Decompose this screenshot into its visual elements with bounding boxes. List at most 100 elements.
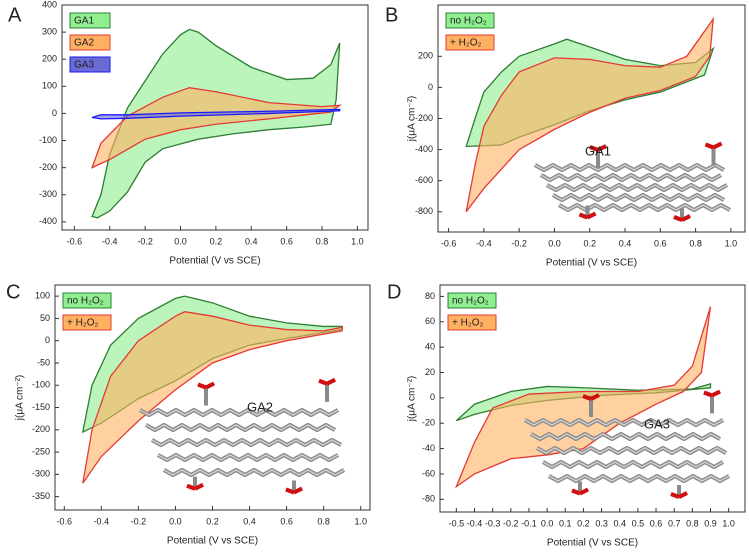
molecule-bond bbox=[590, 393, 600, 401]
y-tick-label: -60 bbox=[422, 468, 435, 478]
molecule-bond bbox=[571, 488, 581, 496]
x-tick-label: -0.6 bbox=[57, 516, 73, 526]
legend-swatch bbox=[69, 12, 111, 29]
legend-swatch bbox=[445, 12, 495, 29]
legend-label: GA3 bbox=[74, 60, 94, 71]
y-tick-label: 100 bbox=[42, 81, 57, 91]
y-tick-label: 40 bbox=[425, 342, 435, 352]
molecule-bond bbox=[157, 454, 339, 461]
molecule-bond bbox=[712, 141, 723, 150]
x-tick-label: 0.4 bbox=[245, 236, 258, 246]
y-axis-label: j(μA cm⁻²) bbox=[407, 96, 418, 142]
molecule-bond bbox=[681, 214, 691, 222]
molecule-bond bbox=[578, 212, 589, 220]
x-tick-label: 0.0 bbox=[174, 236, 187, 246]
legend-swatch bbox=[447, 314, 497, 331]
x-tick-label: 0.2 bbox=[577, 518, 590, 528]
molecule-bond bbox=[285, 487, 295, 495]
legend-swatch bbox=[69, 34, 111, 51]
legend-swatch bbox=[445, 34, 495, 51]
x-axis-label: Potential (V vs SCE) bbox=[167, 536, 258, 547]
x-tick-label: -0.3 bbox=[485, 518, 501, 528]
legend-label: + H₂O₂ bbox=[67, 318, 99, 329]
y-tick-label: 0 bbox=[52, 108, 57, 118]
molecule-bond bbox=[186, 483, 196, 491]
y-tick-label: -800 bbox=[415, 206, 433, 216]
x-tick-label: 0.2 bbox=[206, 516, 219, 526]
molecule-bond bbox=[540, 174, 722, 181]
x-tick-label: -0.2 bbox=[511, 238, 527, 248]
x-tick-label: -0.4 bbox=[476, 238, 492, 248]
panel-label: D bbox=[387, 281, 401, 303]
molecule-bond bbox=[205, 381, 215, 390]
x-tick-label: 0.4 bbox=[243, 516, 256, 526]
cv-loop bbox=[90, 87, 342, 169]
y-tick-label: -400 bbox=[415, 144, 433, 154]
y-tick-label: 80 bbox=[425, 291, 435, 301]
y-tick-label: -100 bbox=[39, 135, 57, 145]
molecule-bond bbox=[530, 433, 721, 440]
x-tick-label: 0.5 bbox=[632, 518, 645, 528]
y-tick-label: 60 bbox=[425, 316, 435, 326]
annotation: GA1 bbox=[585, 143, 611, 158]
x-tick-label: 0.7 bbox=[668, 518, 681, 528]
y-tick-label: -300 bbox=[39, 189, 57, 199]
x-tick-label: 0.0 bbox=[548, 238, 561, 248]
molecule-bond bbox=[703, 390, 713, 398]
molecule-bond bbox=[582, 394, 592, 401]
x-tick-label: -0.2 bbox=[503, 518, 519, 528]
molecule-bond bbox=[704, 142, 715, 150]
y-tick-label: -80 bbox=[422, 494, 435, 504]
molecule-bond bbox=[197, 382, 207, 390]
x-axis-label: Potential (V vs SCE) bbox=[169, 256, 260, 267]
x-tick-label: 0.8 bbox=[686, 518, 699, 528]
x-tick-label: 0.4 bbox=[619, 238, 632, 248]
x-tick-label: 1.0 bbox=[722, 518, 735, 528]
molecule-bond bbox=[145, 424, 336, 431]
x-tick-label: 0.4 bbox=[613, 518, 626, 528]
molecule-bond bbox=[194, 482, 204, 491]
molecule-bond bbox=[542, 461, 724, 468]
x-tick-label: -0.2 bbox=[137, 236, 153, 246]
molecule-bond bbox=[678, 491, 688, 499]
x-tick-label: 0.6 bbox=[280, 516, 293, 526]
molecule-bond bbox=[293, 486, 303, 495]
legend-label: no H₂O₂ bbox=[452, 296, 489, 307]
x-tick-label: 0.2 bbox=[583, 238, 596, 248]
y-tick-label: 0 bbox=[45, 335, 50, 345]
legend-swatch bbox=[447, 292, 497, 309]
y-tick-label: -20 bbox=[422, 418, 435, 428]
y-tick-label: 0 bbox=[430, 392, 435, 402]
x-tick-label: -0.2 bbox=[131, 516, 147, 526]
y-tick-label: -100 bbox=[32, 380, 50, 390]
molecule-bond bbox=[579, 487, 589, 496]
legend-swatch bbox=[62, 292, 112, 309]
x-tick-label: 1.0 bbox=[725, 238, 738, 248]
legend-label: no H₂O₂ bbox=[450, 16, 487, 27]
x-tick-label: 0.0 bbox=[541, 518, 554, 528]
x-tick-label: -0.6 bbox=[67, 236, 83, 246]
x-tick-label: -0.4 bbox=[102, 236, 118, 246]
x-tick-label: 0.0 bbox=[169, 516, 182, 526]
x-tick-label: -0.1 bbox=[521, 518, 537, 528]
molecule bbox=[139, 377, 345, 495]
molecule-bond bbox=[673, 215, 683, 222]
x-tick-label: 0.6 bbox=[654, 238, 667, 248]
molecule-bond bbox=[151, 439, 342, 446]
x-tick-label: 0.1 bbox=[559, 518, 572, 528]
x-tick-label: 1.0 bbox=[351, 236, 364, 246]
molecule-bond bbox=[548, 475, 730, 482]
molecule-bond bbox=[597, 144, 607, 152]
molecule-bond bbox=[318, 378, 328, 386]
x-tick-label: -0.4 bbox=[467, 518, 483, 528]
molecule-bond bbox=[589, 145, 599, 152]
legend-label: + H₂O₂ bbox=[452, 318, 484, 329]
molecule-bond bbox=[670, 492, 680, 499]
x-axis-label: Potential (V vs SCE) bbox=[547, 538, 638, 549]
y-tick-label: 100 bbox=[35, 291, 50, 301]
x-tick-label: -0.5 bbox=[449, 518, 465, 528]
molecule-bond bbox=[524, 419, 724, 426]
y-tick-label: -250 bbox=[32, 446, 50, 456]
y-tick-label: -300 bbox=[32, 469, 50, 479]
